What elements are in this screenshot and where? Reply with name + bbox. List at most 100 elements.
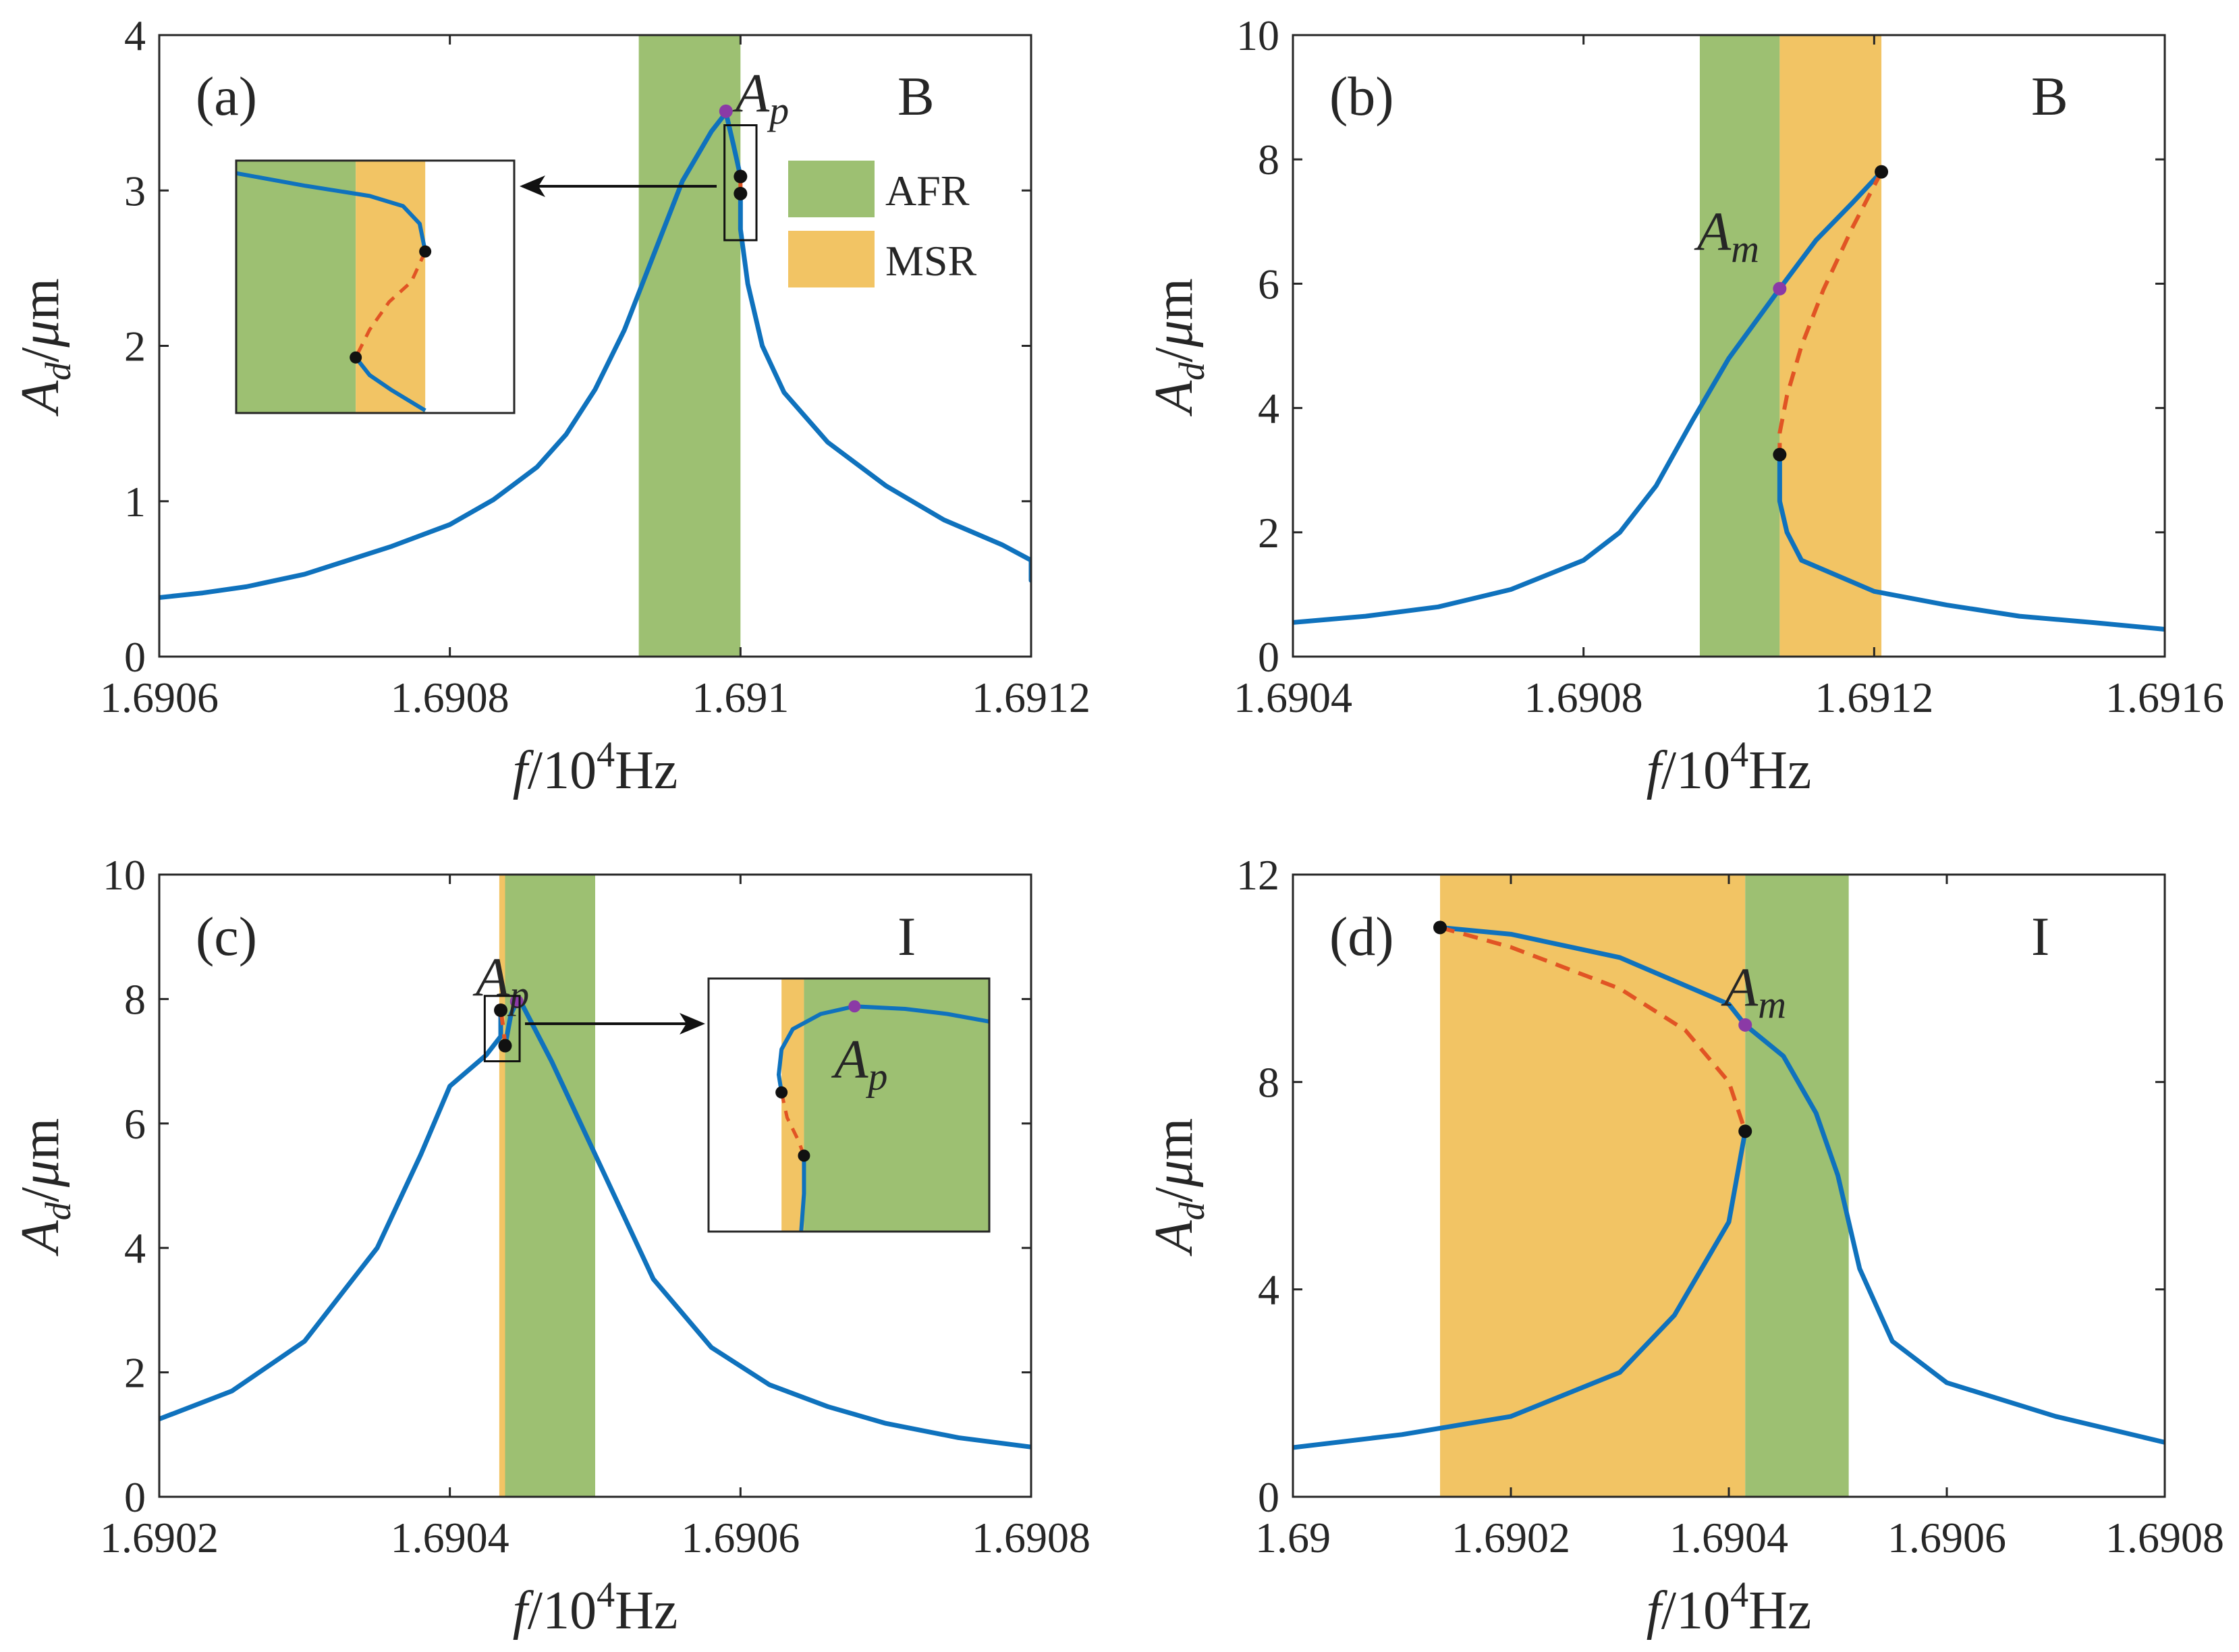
y-tick-label: 8: [124, 975, 146, 1023]
panel-label: (a): [196, 65, 257, 127]
x-tick-label: 1.6906: [681, 1514, 800, 1562]
inset: Ap: [707, 977, 991, 1233]
inset-frame: [707, 977, 991, 1233]
panel-label: (c): [196, 906, 257, 967]
bifurcation-point: [1773, 447, 1787, 462]
x-tick-label: 1.6902: [1452, 1514, 1570, 1562]
x-axis-label: f/104Hz: [513, 1574, 678, 1641]
axes-frame: [158, 873, 1032, 1498]
curves: [1293, 920, 2165, 1450]
y-axis-label: Ad/μm: [1144, 278, 1212, 417]
zoom-box: [483, 995, 521, 1063]
x-tick-label: 1.6904: [391, 1514, 509, 1562]
x-tick-label: 1.6916: [2105, 673, 2224, 721]
stable-branch: [1437, 925, 2165, 1445]
bifurcation-point: [1433, 920, 1447, 935]
y-tick-label: 4: [124, 11, 146, 59]
afr-region: [505, 875, 595, 1497]
unstable-branch: [1439, 925, 1748, 1132]
x-tick-label: 1.6904: [1669, 1514, 1788, 1562]
arrow-head: [680, 1013, 705, 1035]
panel-label: (b): [1329, 65, 1394, 127]
y-tick-label: 10: [1236, 11, 1279, 59]
bifurcation-point: [1875, 165, 1889, 179]
regions: [1699, 35, 1882, 657]
bifurcation-point: [498, 1039, 512, 1053]
axes-frame: [1292, 34, 2166, 658]
unstable-branch: [779, 1092, 806, 1157]
x-tick-label: 1.6908: [972, 1514, 1090, 1562]
arrow-head: [520, 175, 545, 197]
panel-b: 1.6904 1.6908 1.6912 1.6916 0 2 4 6 8 10 f/104Hz Ad…: [1144, 11, 2224, 800]
x-tick-label: 1.6908: [391, 673, 509, 721]
legend-label: AFR: [885, 167, 970, 215]
point-label: Am: [1694, 200, 1759, 271]
unstable-branch: [1777, 171, 1883, 455]
stable-branch: [799, 1155, 806, 1232]
y-tick-label: 4: [1258, 1266, 1279, 1314]
inset: [235, 159, 516, 414]
x-axis-label: f/104Hz: [513, 734, 678, 800]
y-tick-label: 8: [1258, 1058, 1279, 1106]
x-tick-label: 1.6908: [2105, 1514, 2224, 1562]
curves: [159, 104, 1031, 601]
bifurcation-point: [798, 1149, 810, 1162]
msr-region: [1779, 35, 1882, 657]
x-tick-label: 1.6904: [1234, 673, 1352, 721]
zoom-box: [723, 124, 758, 242]
msr-region: [356, 161, 426, 413]
inset-frame: [235, 159, 516, 414]
regime-label: I: [2031, 906, 2049, 967]
bifurcation-point: [734, 186, 748, 200]
bifurcation-point: [775, 1086, 788, 1099]
stable-branch: [236, 171, 428, 252]
y-tick-label: 2: [124, 1349, 146, 1397]
y-axis-label: Ad/μm: [11, 1118, 78, 1257]
y-tick-label: 0: [124, 1473, 146, 1521]
regime-label: I: [897, 906, 916, 967]
y-tick-label: 0: [1258, 633, 1279, 681]
curves: [1293, 165, 2165, 632]
regions: [499, 875, 595, 1497]
panel-a: 1.6906 1.6908 1.691 1.6912 0 1 2 3 4 f/104Hz Ad/μm…: [11, 11, 1090, 800]
bifurcation-point: [1738, 1124, 1752, 1138]
panel-c: 1.6902 1.6904 1.6906 1.6908 0 2 4 6 8 10 f/104Hz Ad…: [11, 851, 1090, 1641]
afr-region: [1745, 875, 1849, 1497]
y-tick-label: 4: [1258, 385, 1279, 433]
panel-label: (d): [1329, 906, 1394, 967]
y-tick-label: 8: [1258, 136, 1279, 184]
y-axis-label: Ad/μm: [11, 278, 78, 417]
x-tick-label: 1.6906: [100, 673, 219, 721]
x-tick-label: 1.6902: [100, 1514, 219, 1562]
x-tick-label: 1.6906: [1887, 1514, 2006, 1562]
afr-region: [236, 161, 356, 413]
legend: AFR MSR: [788, 161, 977, 287]
bifurcation-point: [494, 1003, 508, 1017]
stable-branch: [1777, 452, 2165, 632]
msr-region: [499, 875, 505, 1497]
x-axis-label: f/104Hz: [1647, 734, 1812, 800]
point-label: Ap: [472, 946, 529, 1016]
afr-region: [804, 979, 989, 1232]
x-tick-label: 1.691: [692, 673, 789, 721]
stable-branch: [1293, 169, 1884, 625]
stable-branch: [777, 1004, 989, 1093]
panel-d: 1.69 1.6902 1.6904 1.6906 1.6908 0 4 8 12 f/104Hz…: [1144, 851, 2224, 1641]
y-tick-label: 1: [124, 478, 146, 526]
special-point: [719, 104, 733, 118]
bifurcation-point: [419, 245, 432, 258]
y-tick-label: 0: [124, 633, 146, 681]
y-tick-label: 0: [1258, 1473, 1279, 1521]
stable-branch: [1293, 1128, 1748, 1450]
msr-region: [781, 979, 804, 1232]
x-tick-label: 1.6912: [972, 673, 1090, 721]
unstable-branch: [354, 250, 427, 358]
x-tick-label: 1.6912: [1815, 673, 1933, 721]
y-axis-label: Ad/μm: [1144, 1118, 1212, 1257]
x-tick-label: 1.69: [1255, 1514, 1331, 1562]
msr-region: [1440, 875, 1746, 1497]
y-tick-label: 2: [1258, 509, 1279, 557]
stable-branch: [354, 356, 426, 412]
point-label: Ap: [732, 62, 789, 132]
